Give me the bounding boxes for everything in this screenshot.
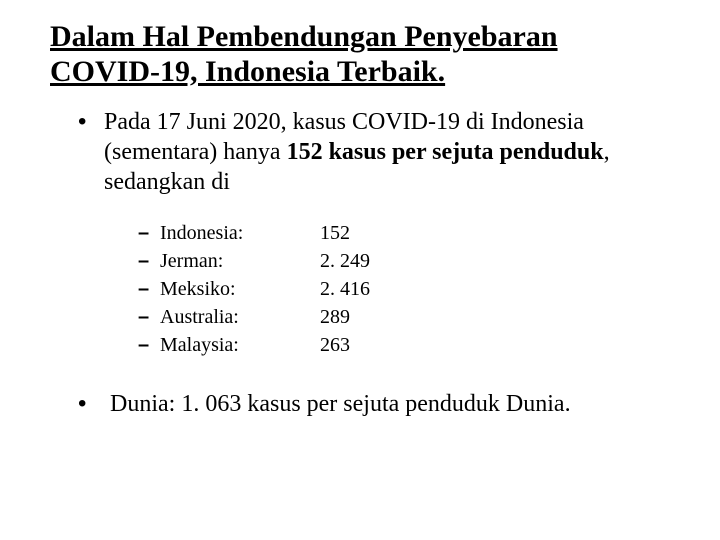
- country-value: 2. 249: [320, 247, 370, 275]
- dash-icon: –: [138, 303, 160, 331]
- dash-icon: –: [138, 219, 160, 247]
- list-item: – Malaysia: 263: [138, 331, 680, 359]
- list-item: – Meksiko: 2. 416: [138, 275, 680, 303]
- country-label: Meksiko:: [160, 275, 320, 303]
- intro-text: Pada 17 Juni 2020, kasus COVID-19 di Ind…: [104, 107, 680, 197]
- country-label: Indonesia:: [160, 219, 320, 247]
- dash-icon: –: [138, 247, 160, 275]
- country-label: Malaysia:: [160, 331, 320, 359]
- list-item: – Jerman: 2. 249: [138, 247, 680, 275]
- slide-container: Dalam Hal Pembendungan Penyebaran COVID-…: [0, 0, 720, 439]
- bullet-icon: •: [78, 107, 92, 197]
- slide-title: Dalam Hal Pembendungan Penyebaran COVID-…: [50, 20, 680, 89]
- country-value: 263: [320, 331, 350, 359]
- country-label: Australia:: [160, 303, 320, 331]
- title-line-2: COVID-19, Indonesia Terbaik.: [50, 55, 445, 88]
- dash-icon: –: [138, 275, 160, 303]
- intro-bullet: • Pada 17 Juni 2020, kasus COVID-19 di I…: [78, 107, 680, 197]
- list-item: – Australia: 289: [138, 303, 680, 331]
- country-label: Jerman:: [160, 247, 320, 275]
- final-bullet: • Dunia: 1. 063 kasus per sejuta pendudu…: [78, 389, 680, 419]
- country-value: 152: [320, 219, 350, 247]
- dash-icon: –: [138, 331, 160, 359]
- title-line-1: Dalam Hal Pembendungan Penyebaran: [50, 20, 558, 53]
- country-value: 289: [320, 303, 350, 331]
- list-item: – Indonesia: 152: [138, 219, 680, 247]
- intro-part-bold: 152 kasus per sejuta penduduk: [287, 139, 604, 165]
- country-list: – Indonesia: 152 – Jerman: 2. 249 – Meks…: [138, 219, 680, 359]
- final-text: Dunia: 1. 063 kasus per sejuta penduduk …: [110, 389, 571, 419]
- bullet-icon: •: [78, 389, 92, 419]
- country-value: 2. 416: [320, 275, 370, 303]
